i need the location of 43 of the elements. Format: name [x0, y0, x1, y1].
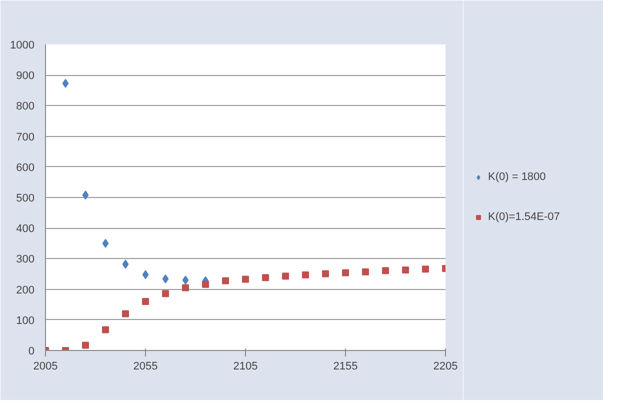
point [122, 310, 129, 318]
point [222, 277, 229, 284]
x-tick-label: 2055 [133, 360, 158, 372]
y-tick-label: 900 [16, 70, 35, 82]
point [402, 266, 409, 274]
point [62, 78, 69, 88]
point [182, 284, 189, 292]
point [302, 271, 309, 278]
y-tick-label: 1000 [10, 40, 35, 52]
legend-label: K(0) = 1800 [488, 171, 546, 183]
point [102, 238, 109, 248]
point [262, 274, 269, 282]
y-tick-label: 400 [16, 223, 35, 236]
point [382, 267, 389, 274]
point [242, 276, 249, 283]
x-tick-label: 2005 [33, 360, 58, 372]
point [82, 342, 89, 349]
x-tick-label: 2205 [433, 360, 458, 372]
x-tick-label: 2105 [233, 360, 258, 372]
point [422, 266, 429, 273]
point [342, 269, 349, 276]
point [362, 268, 369, 276]
y-tick-label: 100 [16, 314, 35, 327]
y-tick-label: 800 [16, 100, 35, 113]
point [282, 272, 289, 280]
x-tick-label: 2155 [333, 360, 358, 372]
y-tick-label: 700 [16, 131, 35, 144]
point [142, 270, 149, 280]
point [182, 276, 189, 285]
y-tick-label: 300 [16, 254, 35, 266]
point [122, 260, 129, 269]
legend-label: K(0)=1.54E-07 [488, 211, 560, 223]
y-tick-label: 500 [16, 192, 35, 204]
point [202, 280, 209, 288]
point [82, 190, 89, 200]
point [142, 298, 149, 306]
point [162, 274, 169, 284]
y-tick-label: 600 [16, 162, 35, 174]
y-tick-label: 0 [28, 346, 35, 358]
point [102, 326, 109, 334]
y-tick-label: 200 [16, 284, 35, 296]
point [162, 290, 169, 298]
point [322, 270, 329, 278]
